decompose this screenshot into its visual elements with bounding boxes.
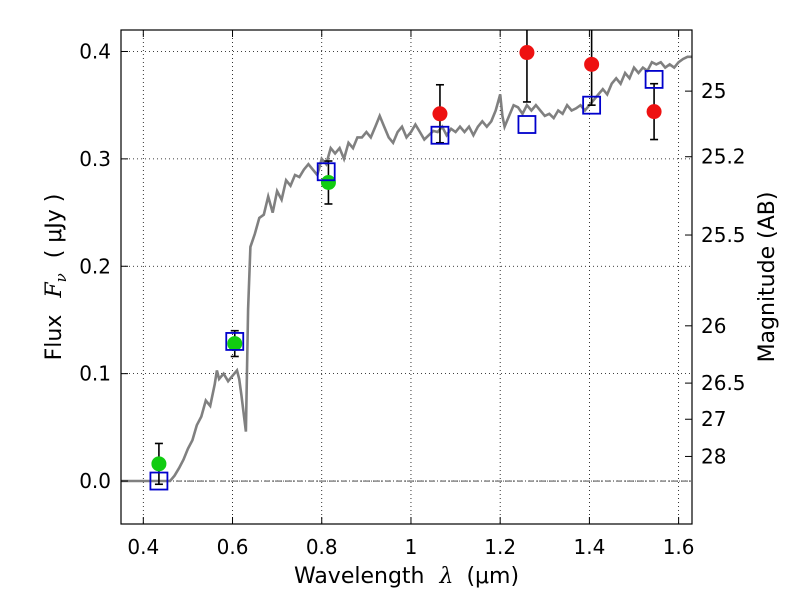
- model-point: [517, 115, 537, 134]
- detection-point: [227, 336, 243, 352]
- model-point: [149, 471, 169, 491]
- magnitude-tick-label: 26.5: [701, 371, 746, 395]
- detection-point: [151, 456, 167, 472]
- magnitude-tick-label: 25.5: [701, 223, 746, 247]
- model-point: [316, 162, 336, 182]
- measurement-point: [432, 106, 448, 122]
- magnitude-tick-label: 26: [701, 314, 726, 338]
- detection-point: [320, 174, 336, 190]
- y-tick-label: 0.1: [79, 362, 111, 386]
- y-axis-label-subscript: ν: [52, 273, 70, 282]
- photometry-points: [151, 45, 662, 472]
- x-tick-label: 1.6: [663, 535, 695, 559]
- error-bars: [154, 30, 659, 486]
- y-tick-label: 0.2: [79, 254, 111, 278]
- magnitude-tick-label: 27: [701, 407, 726, 431]
- measurement-point: [584, 56, 600, 72]
- model-point: [225, 332, 245, 351]
- y-axis-label: Flux Fν ( μJy ): [42, 194, 72, 361]
- y-axis-label-text: Flux: [42, 315, 67, 361]
- x-axis-label-text: Wavelength: [294, 564, 425, 589]
- x-axis-label-unit: (μm): [466, 564, 519, 589]
- spectrum-line: [121, 55, 692, 483]
- x-axis-label-symbol: λ: [438, 564, 453, 589]
- x-tick-label: 1.2: [484, 535, 516, 559]
- x-tick-label: 0.8: [306, 535, 338, 559]
- model-point: [430, 125, 450, 145]
- x-tick-label: 1: [405, 535, 418, 559]
- y-tick-label: 0.4: [79, 39, 111, 63]
- magnitude-tick-label: 25: [701, 79, 726, 103]
- magnitude-axis-label: Magnitude (AB): [755, 192, 780, 363]
- x-tick-label: 1.4: [573, 535, 605, 559]
- y-axis-label-symbol: F: [42, 282, 67, 299]
- model-points: [149, 70, 664, 491]
- model-point: [582, 95, 602, 115]
- y-axis-label-unit: ( μJy ): [42, 194, 67, 259]
- grid: [121, 30, 692, 524]
- x-axis-label: Wavelength λ (μm): [294, 564, 519, 589]
- x-tick-label: 0.4: [127, 535, 159, 559]
- axis-ticks: 0.4 0.6 0.8 1 1.2 1.4 1.6 0.0 0.1 0.2 0.3 0.4 25 25.2…: [79, 30, 746, 559]
- y-tick-label: 0.0: [79, 469, 111, 493]
- y-tick-label: 0.3: [79, 147, 111, 171]
- model-point: [644, 70, 664, 89]
- measurement-point: [646, 104, 662, 120]
- magnitude-tick-label: 25.2: [701, 145, 746, 169]
- plot-frame: [120, 29, 693, 525]
- x-tick-label: 0.6: [217, 535, 249, 559]
- magnitude-tick-label: 28: [701, 444, 726, 468]
- measurement-point: [519, 45, 535, 61]
